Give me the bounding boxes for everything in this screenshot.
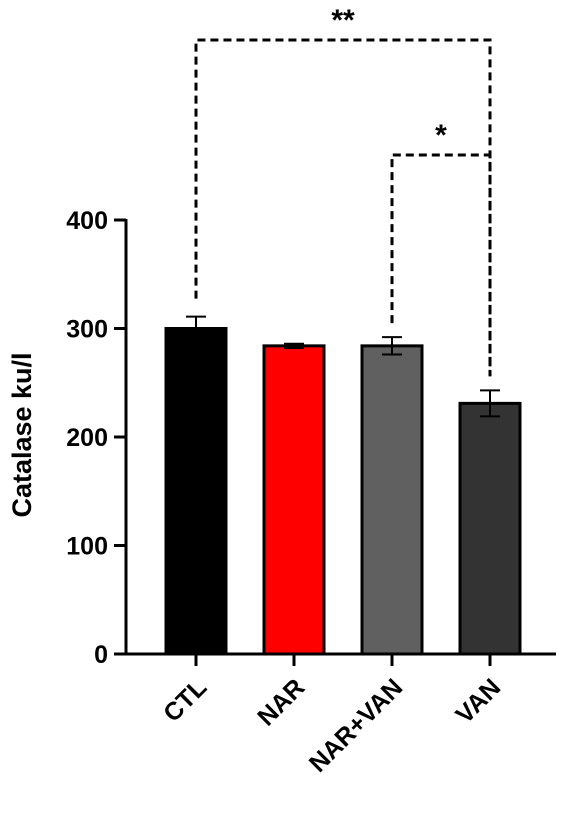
- significance-label: *: [435, 119, 447, 152]
- x-tick-label: VAN: [450, 673, 506, 729]
- bar-ctl: [164, 327, 228, 656]
- bar-van: [458, 401, 522, 656]
- y-ticks-layer: 0 100 200 300 400: [66, 207, 126, 669]
- x-tick-label: NAR+VAN: [304, 673, 408, 777]
- y-tick-label: 100: [66, 533, 108, 561]
- x-tick-label: NAR: [252, 673, 310, 731]
- y-tick-label: 0: [94, 641, 108, 669]
- x-tick-label: CTL: [158, 673, 212, 727]
- significance-bracket: [390, 153, 492, 377]
- significance-layer: ***: [194, 4, 492, 377]
- bars-layer: [164, 327, 522, 656]
- y-tick-label: 400: [66, 207, 108, 235]
- y-tick-label: 300: [66, 316, 108, 344]
- bar-nar: [262, 344, 326, 656]
- bar-nar-van: [360, 344, 424, 656]
- error-bars-layer: [186, 315, 500, 418]
- y-axis-title: Catalase ku/l: [7, 352, 37, 517]
- y-tick-label: 200: [66, 424, 108, 452]
- significance-bracket: [194, 38, 492, 373]
- significance-label: **: [331, 4, 355, 37]
